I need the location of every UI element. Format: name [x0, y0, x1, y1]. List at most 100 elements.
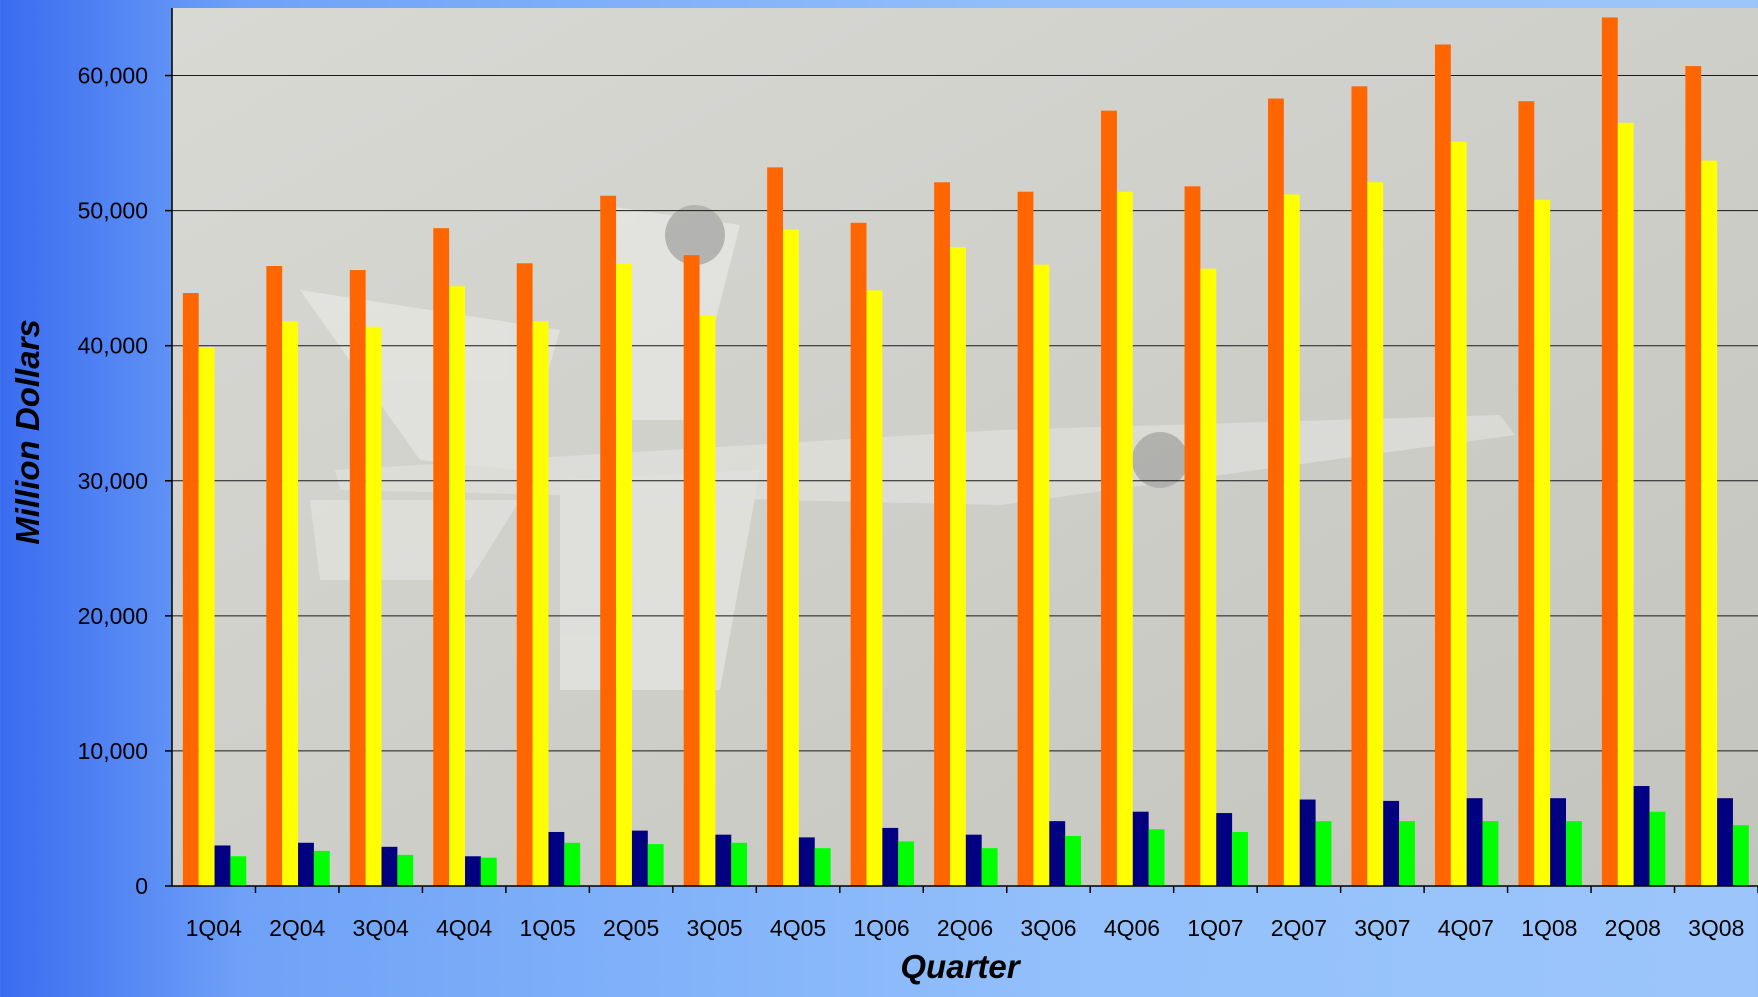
x-tick-label: 2Q07 [1271, 915, 1327, 941]
bar-3q05-series-1 [683, 255, 700, 886]
bar-4q07-series-4 [1482, 821, 1499, 886]
bar-1q05-series-2 [532, 321, 549, 887]
bar-3q06-series-4 [1065, 836, 1082, 886]
bar-1q04-series-3 [214, 845, 231, 886]
bar-1q07-series-3 [1216, 813, 1233, 886]
bar-3q04-series-1 [349, 270, 366, 887]
bar-2q08-series-4 [1649, 811, 1666, 886]
x-axis-title: Quarter [900, 948, 1021, 985]
x-tick-label: 3Q08 [1688, 915, 1744, 941]
x-tick-label: 1Q05 [519, 915, 575, 941]
bar-1q05-series-1 [516, 263, 533, 886]
bar-1q06-series-2 [866, 290, 883, 886]
bar-2q04-series-1 [266, 265, 283, 886]
bar-4q07-series-1 [1434, 44, 1451, 887]
x-tick-label: 1Q06 [853, 915, 909, 941]
bar-3q07-series-1 [1351, 86, 1368, 887]
bar-2q08-series-1 [1601, 17, 1618, 887]
bar-2q04-series-2 [282, 321, 299, 887]
x-tick-label: 3Q07 [1354, 915, 1410, 941]
bar-4q04-series-1 [433, 228, 450, 886]
bar-4q06-series-1 [1101, 110, 1117, 887]
x-tick-label: 3Q04 [353, 915, 409, 941]
x-tick-label: 3Q06 [1020, 915, 1076, 941]
bars-group [182, 17, 1749, 887]
bar-2q05-series-3 [631, 830, 648, 886]
x-tick-label: 1Q04 [186, 915, 242, 941]
bar-1q07-series-4 [1232, 831, 1248, 886]
bar-4q04-series-4 [480, 857, 497, 886]
bar-2q07-series-4 [1315, 821, 1332, 886]
bar-3q08-series-3 [1717, 798, 1733, 886]
x-tick-label: 4Q07 [1438, 915, 1494, 941]
bar-1q08-series-3 [1550, 798, 1567, 886]
y-tick-label: 60,000 [78, 63, 148, 89]
bar-1q05-series-3 [548, 831, 565, 886]
x-tick-label: 1Q08 [1521, 915, 1577, 941]
x-tick-labels: 1Q04 2Q04 3Q04 4Q04 1Q05 2Q05 3Q05 4Q05 1Q06 2Q06… [186, 886, 1758, 941]
bar-1q05-series-4 [564, 842, 581, 886]
bar-3q07-series-4 [1399, 821, 1415, 886]
bar-2q08-series-2 [1617, 122, 1634, 887]
bar-2q05-series-4 [647, 844, 664, 886]
bar-4q07-series-3 [1466, 798, 1483, 886]
x-tick-label: 4Q06 [1104, 915, 1160, 941]
bar-1q08-series-4 [1566, 821, 1582, 886]
bar-2q06-series-3 [965, 834, 982, 886]
bar-3q04-series-3 [381, 846, 398, 886]
bar-3q07-series-3 [1383, 800, 1400, 886]
bar-1q07-series-1 [1184, 186, 1201, 887]
x-tick-label: 2Q04 [269, 915, 325, 941]
bar-2q07-series-1 [1268, 98, 1284, 887]
bar-4q05-series-3 [798, 837, 815, 886]
bar-4q04-series-2 [449, 286, 465, 887]
bar-2q06-series-4 [981, 848, 998, 886]
bar-3q07-series-2 [1367, 182, 1384, 886]
bar-3q08-series-2 [1701, 160, 1718, 887]
bar-3q08-series-4 [1732, 825, 1749, 886]
bar-2q04-series-3 [298, 842, 314, 886]
bar-2q07-series-2 [1283, 194, 1300, 887]
bar-4q05-series-4 [814, 848, 831, 886]
bar-1q08-series-2 [1534, 199, 1551, 887]
bar-3q06-series-1 [1017, 191, 1034, 887]
x-tick-label: 3Q05 [686, 915, 742, 941]
bar-1q06-series-3 [882, 827, 899, 886]
bar-3q04-series-2 [365, 326, 382, 887]
bar-2q04-series-4 [313, 850, 330, 886]
bar-1q04-series-4 [230, 856, 247, 886]
bar-3q06-series-3 [1049, 821, 1066, 886]
bar-3q05-series-4 [731, 842, 748, 886]
bar-4q06-series-2 [1116, 191, 1133, 887]
bar-4q07-series-2 [1450, 141, 1467, 887]
y-tick-label: 40,000 [78, 333, 148, 359]
bar-2q06-series-2 [949, 247, 966, 886]
bar-1q08-series-1 [1518, 101, 1535, 887]
x-tick-label: 2Q08 [1605, 915, 1661, 941]
y-tick-label: 0 [135, 873, 148, 899]
y-tick-label: 30,000 [78, 468, 148, 494]
x-tick-label: 2Q06 [937, 915, 993, 941]
bar-4q05-series-1 [767, 167, 784, 887]
y-tick-label: 50,000 [78, 198, 148, 224]
bar-3q04-series-4 [397, 854, 414, 886]
bar-2q05-series-2 [616, 263, 632, 886]
y-tick-label: 20,000 [78, 603, 148, 629]
y-axis-title: Million Dollars [9, 319, 46, 545]
bar-4q06-series-3 [1132, 811, 1149, 886]
bar-1q04-series-1 [182, 293, 199, 886]
x-tick-label: 1Q07 [1187, 915, 1243, 941]
y-tick-labels: 0 10,000 20,000 30,000 40,000 50,000 60,000 [78, 63, 172, 899]
bar-4q04-series-3 [464, 856, 481, 886]
x-tick-label: 4Q05 [770, 915, 826, 941]
bar-3q08-series-1 [1685, 66, 1702, 887]
bar-2q08-series-3 [1633, 786, 1650, 886]
bar-4q05-series-2 [783, 229, 799, 887]
bar-1q06-series-1 [850, 222, 867, 886]
bar-2q07-series-3 [1299, 799, 1316, 886]
bar-1q06-series-4 [898, 841, 915, 886]
bar-4q06-series-4 [1148, 829, 1165, 886]
y-tick-label: 10,000 [78, 738, 148, 764]
